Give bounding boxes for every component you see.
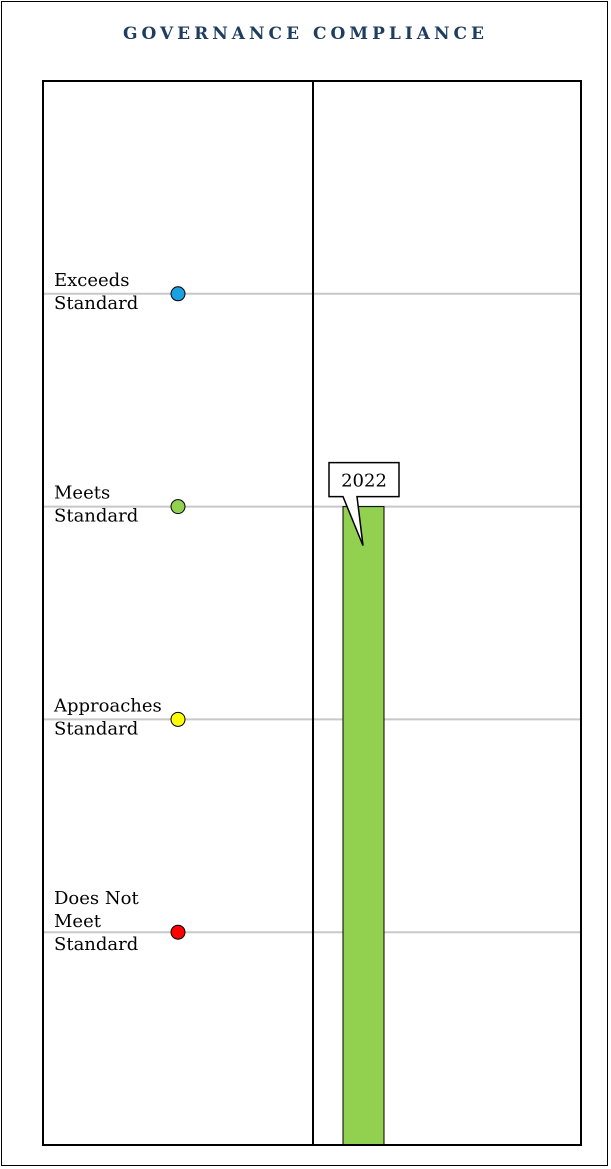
level-marker-3 bbox=[170, 924, 186, 940]
level-label-line: Standard bbox=[54, 293, 138, 314]
level-label-line: Does Not bbox=[54, 888, 139, 909]
level-label-1: Meets Standard bbox=[54, 483, 138, 527]
level-marker-1 bbox=[170, 499, 186, 515]
level-label-line: Standard bbox=[54, 718, 138, 739]
level-label-line: Exceeds bbox=[54, 270, 129, 291]
level-label-line: Standard bbox=[54, 506, 138, 527]
level-marker-2 bbox=[170, 711, 186, 727]
level-marker-0 bbox=[170, 286, 186, 302]
chart-title: GOVERNANCE COMPLIANCE bbox=[122, 24, 489, 44]
level-label-3: Does Not Meet Standard bbox=[54, 888, 139, 955]
callout-2022 bbox=[328, 461, 400, 546]
level-label-0: Exceeds Standard bbox=[54, 270, 138, 314]
level-label-line: Standard bbox=[54, 934, 138, 955]
level-label-2: Approaches Standard bbox=[53, 695, 162, 739]
level-label-line: Meet bbox=[54, 911, 102, 932]
level-label-line: Meets bbox=[54, 483, 110, 504]
bar-2022 bbox=[342, 506, 385, 1146]
level-label-line: Approaches bbox=[53, 695, 162, 716]
callout-label-2022: 2022 bbox=[341, 471, 387, 492]
